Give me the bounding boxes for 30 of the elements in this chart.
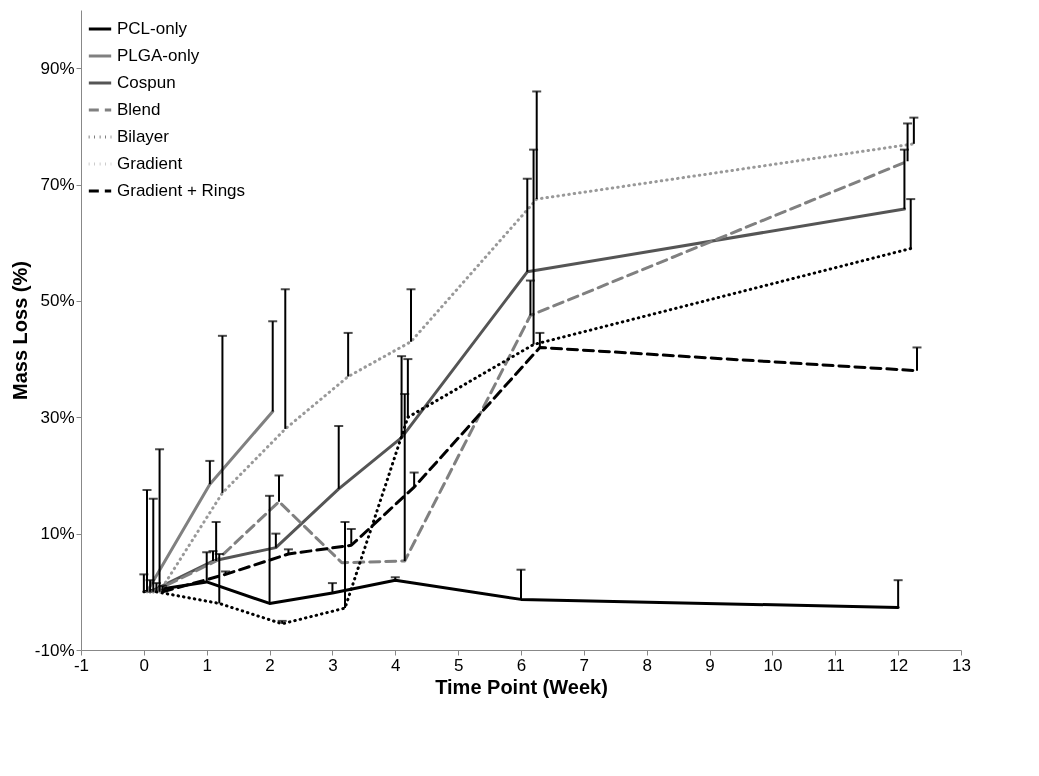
x-tick-label: 4: [391, 655, 401, 675]
x-tick-label: 13: [952, 655, 971, 675]
legend-label: Gradient + Rings: [117, 181, 246, 200]
x-tick-label: -1: [73, 655, 90, 675]
x-tick-label: 0: [139, 655, 150, 675]
legend-label: Gradient: [117, 154, 183, 173]
x-tick-label: 5: [453, 655, 464, 675]
x-tick-label: 8: [642, 655, 652, 675]
y-tick-label: 70%: [40, 175, 75, 195]
x-tick-label: 3: [328, 655, 338, 675]
y-tick-label: 30%: [40, 407, 75, 427]
y-tick-label: -10%: [34, 640, 75, 660]
y-tick-label: 90%: [40, 58, 75, 78]
y-tick-label: 50%: [40, 291, 75, 311]
x-tick-label: 2: [265, 655, 275, 675]
x-tick-label: 7: [579, 655, 590, 675]
x-axis-title: Time Point (Week): [435, 675, 608, 698]
x-tick-label: 12: [889, 655, 909, 675]
x-tick-label: 1: [202, 655, 212, 675]
legend-label: PLGA-only: [117, 46, 200, 65]
x-tick-label: 10: [763, 655, 783, 675]
legend-label: Blend: [117, 100, 161, 119]
y-tick-label: 10%: [40, 524, 75, 544]
legend-label: PCL-only: [117, 19, 188, 38]
x-tick-label: 9: [705, 655, 715, 675]
legend-label: Cospun: [117, 73, 176, 92]
legend-label: Bilayer: [117, 127, 170, 146]
x-tick-label: 6: [516, 655, 527, 675]
y-axis-title: Mass Loss (%): [8, 261, 31, 400]
x-tick-label: 11: [826, 655, 845, 675]
